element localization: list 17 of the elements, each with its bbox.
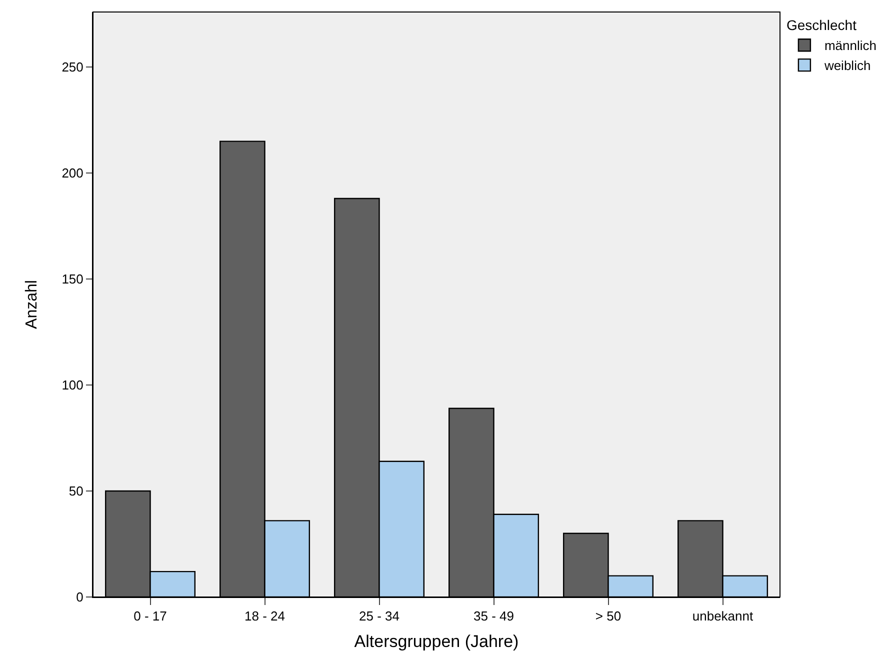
- x-tick-label: 35 - 49: [474, 608, 514, 624]
- x-tick-label: unbekannt: [692, 608, 754, 624]
- legend-label: männlich: [824, 38, 876, 54]
- x-tick-label: 18 - 24: [244, 608, 285, 624]
- y-axis-title: Anzahl: [24, 280, 41, 329]
- y-tick-label: 150: [62, 272, 84, 287]
- x-axis-title: Altersgruppen (Jahre): [354, 632, 519, 651]
- legend-title: Geschlecht: [786, 17, 857, 34]
- y-tick-label: 50: [68, 484, 84, 499]
- x-tick-label: 0 - 17: [134, 608, 167, 624]
- y-tick-label: 200: [62, 166, 84, 181]
- y-tick-label: 0: [76, 590, 84, 605]
- legend-label: weiblich: [823, 58, 871, 74]
- y-tick-label: 100: [62, 378, 84, 393]
- x-tick-label: 25 - 34: [359, 608, 400, 624]
- x-tick-label: > 50: [595, 608, 622, 624]
- y-tick-label: 250: [62, 60, 84, 75]
